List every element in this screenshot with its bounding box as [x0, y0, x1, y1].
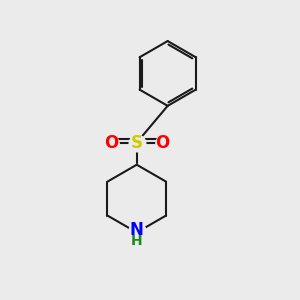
Text: S: S [131, 134, 143, 152]
Text: O: O [155, 134, 170, 152]
Text: O: O [104, 134, 118, 152]
Text: N: N [130, 221, 144, 239]
Text: H: H [131, 234, 142, 248]
